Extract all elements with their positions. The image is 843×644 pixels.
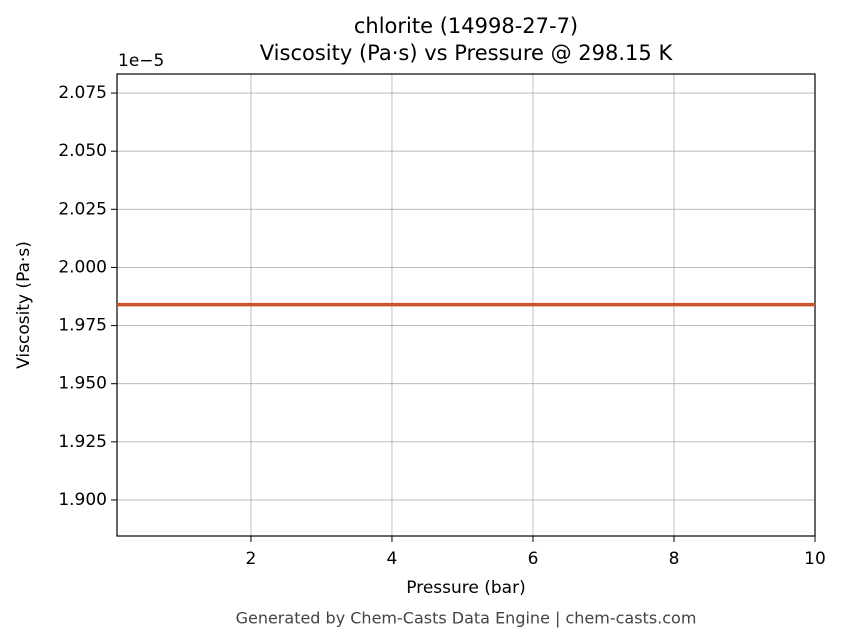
footer: Generated by Chem-Casts Data Engine | ch… bbox=[236, 609, 697, 628]
x-tick-label: 2 bbox=[246, 549, 257, 569]
y-tick-label: 2.000 bbox=[58, 257, 107, 277]
x-tick-label: 8 bbox=[669, 549, 680, 569]
chart-title: chlorite (14998-27-7) bbox=[354, 14, 578, 38]
y-tick-label: 2.050 bbox=[58, 141, 107, 161]
y-tick-label: 1.925 bbox=[58, 432, 107, 452]
y-tick-label: 2.075 bbox=[58, 83, 107, 103]
x-tick-label: 4 bbox=[387, 549, 398, 569]
y-tick-label: 2.025 bbox=[58, 199, 107, 219]
x-tick-label: 10 bbox=[804, 549, 826, 569]
x-axis-label: Pressure (bar) bbox=[406, 578, 525, 598]
y-offset-label: 1e−5 bbox=[118, 51, 164, 71]
y-tick-label: 1.900 bbox=[58, 490, 107, 510]
y-tick-label: 1.975 bbox=[58, 316, 107, 336]
y-tick-label: 1.950 bbox=[58, 374, 107, 394]
chart-subtitle: Viscosity (Pa·s) vs Pressure @ 298.15 K bbox=[260, 41, 674, 65]
x-tick-label: 6 bbox=[528, 549, 539, 569]
y-axis-label: Viscosity (Pa·s) bbox=[14, 241, 34, 369]
